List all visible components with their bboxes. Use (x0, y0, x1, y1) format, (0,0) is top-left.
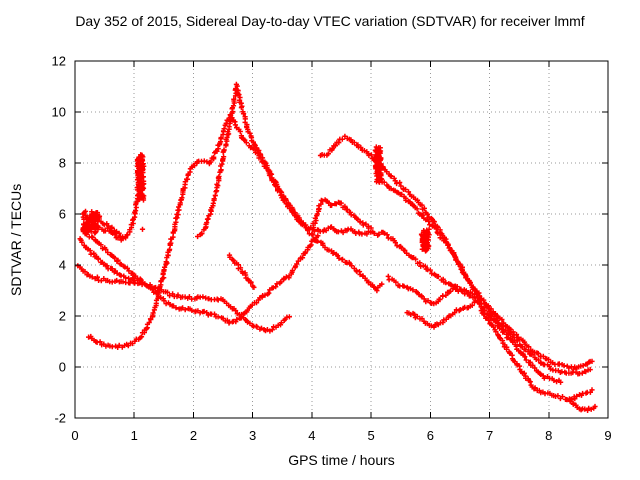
y-tick-label: 0 (59, 360, 66, 375)
series-band-mid (476, 300, 564, 385)
y-tick-label: 10 (52, 105, 66, 120)
series-peak-main-11 (195, 81, 385, 294)
x-tick-label: 4 (308, 428, 315, 443)
y-axis-label: SDTVAR / TECUs (8, 183, 24, 297)
cluster-column-5.1 (372, 144, 384, 185)
y-tick-label: 6 (59, 207, 66, 222)
x-tick-label: 3 (249, 428, 256, 443)
x-tick-label: 9 (604, 428, 611, 443)
x-tick-label: 1 (131, 428, 138, 443)
plot-frame (74, 60, 609, 419)
series-v-upper (385, 273, 478, 307)
chart-title: Day 352 of 2015, Sidereal Day-to-day VTE… (75, 13, 585, 29)
cluster-left-blob (80, 208, 101, 237)
y-tick-label: -2 (54, 411, 66, 426)
series-band-u2 (475, 295, 593, 377)
x-tick-label: 5 (367, 428, 374, 443)
x-tick-label: 6 (427, 428, 434, 443)
x-tick-label: 0 (71, 428, 78, 443)
series-low-rise-peak2 (86, 112, 478, 350)
series-band-low (478, 304, 573, 403)
y-tick-label: 4 (59, 258, 66, 273)
lone-points (139, 226, 146, 232)
series-left-thickener (77, 236, 140, 283)
series-diag-upper (82, 231, 321, 326)
y-tick-label: 8 (59, 156, 66, 171)
x-tick-label: 7 (486, 428, 493, 443)
x-tick-label: 2 (190, 428, 197, 443)
series-wedge (310, 197, 374, 231)
series-fork-down (566, 397, 598, 413)
cluster-column-1.1 (134, 152, 147, 203)
y-tick-label: 12 (52, 54, 66, 69)
series-flat-mid (75, 263, 292, 334)
series-mid-tail (226, 252, 257, 290)
series-v-lower (404, 298, 481, 330)
x-axis-label: GPS time / hours (288, 452, 395, 468)
series-hump (317, 133, 482, 296)
y-tick-label: 2 (59, 309, 66, 324)
x-tick-label: 8 (545, 428, 552, 443)
axis-ticks (74, 60, 609, 419)
cluster-knot-5.9 (418, 226, 432, 254)
